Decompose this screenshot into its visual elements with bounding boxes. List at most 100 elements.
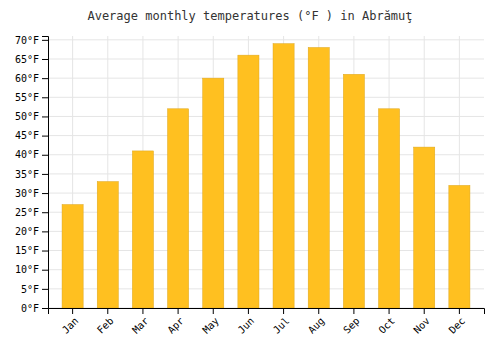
x-tick-label: Aug — [306, 315, 327, 336]
y-tick-label: 15°F — [15, 245, 39, 256]
y-tick-label: 50°F — [15, 111, 39, 122]
x-tick-mark — [283, 308, 284, 314]
x-tick-label: May — [200, 315, 221, 336]
chart: Average monthly temperatures (°F ) in Ab… — [0, 0, 500, 350]
bar — [308, 47, 329, 308]
y-tick: 20°F — [15, 226, 48, 237]
x-axis-line — [49, 309, 485, 315]
x-tick-mark — [424, 308, 425, 314]
y-tick-mark — [42, 212, 48, 213]
x-tick-label: Dec — [447, 315, 468, 336]
y-tick-label: 10°F — [15, 264, 39, 275]
y-tick: 40°F — [15, 149, 48, 160]
y-tick: 65°F — [15, 54, 48, 65]
x-tick-label: Apr — [165, 315, 186, 336]
x-tick: May — [200, 308, 221, 336]
y-tick-mark — [42, 97, 48, 98]
y-tick-mark — [42, 40, 48, 41]
y-tick: 45°F — [15, 130, 48, 141]
y-tick-label: 55°F — [15, 92, 39, 103]
x-tick: Dec — [447, 308, 468, 336]
x-tick-mark — [72, 308, 73, 314]
y-tick-mark — [42, 193, 48, 194]
y-tick: 50°F — [15, 111, 48, 122]
x-tick: Oct — [376, 308, 397, 336]
x-tick: Apr — [165, 308, 186, 336]
y-tick-mark — [42, 308, 48, 309]
y-tick: 0°F — [21, 303, 48, 314]
y-tick-mark — [42, 251, 48, 252]
x-tick-label: Oct — [376, 315, 397, 336]
y-tick-mark — [42, 231, 48, 232]
y-tick-label: 25°F — [15, 207, 39, 218]
y-grid-line — [48, 58, 484, 59]
x-tick-mark — [213, 308, 214, 314]
x-tick: Aug — [306, 308, 327, 336]
y-tick-mark — [42, 116, 48, 117]
y-tick: 15°F — [15, 245, 48, 256]
bar — [132, 151, 153, 308]
y-tick: 10°F — [15, 264, 48, 275]
x-tick-label: Feb — [95, 315, 116, 336]
title: Average monthly temperatures (°F ) in Ab… — [87, 9, 412, 23]
y-tick-label: 70°F — [15, 35, 39, 46]
x-tick-mark — [178, 308, 179, 314]
x-tick-mark — [248, 308, 249, 314]
bars — [62, 44, 470, 308]
bar — [273, 44, 294, 308]
bar — [414, 147, 435, 308]
x-tick-label: Nov — [411, 315, 432, 336]
bar — [343, 74, 364, 308]
x-tick: Jan — [60, 308, 81, 336]
plot: 0°F 5°F 10°F 15°F 20°F 25°F 30°F 35°F 40°F 45°F 50… — [15, 35, 485, 336]
y-tick: 60°F — [15, 73, 48, 84]
bar — [238, 55, 259, 308]
x-axis: Jan Feb Mar Apr May Jun Jul Aug Sep Oct Nov Dec — [49, 308, 485, 336]
y-tick-label: 60°F — [15, 73, 39, 84]
y-tick: 30°F — [15, 188, 48, 199]
y-tick-label: 65°F — [15, 54, 39, 65]
bar — [449, 185, 470, 308]
y-tick: 35°F — [15, 169, 48, 180]
x-tick-mark — [459, 308, 460, 314]
y-tick-label: 5°F — [21, 284, 39, 295]
y-grid-line — [48, 135, 484, 136]
bar — [203, 78, 224, 308]
y-tick-label: 45°F — [15, 130, 39, 141]
y-tick-label: 0°F — [21, 303, 39, 314]
y-tick-mark — [42, 136, 48, 137]
x-tick-mark — [318, 308, 319, 314]
x-tick: Feb — [95, 308, 116, 336]
x-tick: Jun — [236, 308, 257, 336]
y-tick: 5°F — [21, 284, 48, 295]
bar — [62, 205, 83, 308]
x-tick-label: Jul — [271, 315, 292, 336]
y-axis-line — [42, 37, 49, 309]
y-grid-line — [48, 78, 484, 79]
x-tick: Sep — [341, 308, 362, 336]
y-tick-mark — [42, 59, 48, 60]
y-tick-mark — [42, 289, 48, 290]
y-tick-mark — [42, 78, 48, 79]
x-tick: Mar — [130, 308, 151, 336]
x-tick-label: Jan — [60, 315, 81, 336]
y-tick-mark — [42, 155, 48, 156]
y-tick: 70°F — [15, 35, 48, 46]
bar — [379, 109, 400, 308]
y-tick-mark — [42, 174, 48, 175]
x-tick-label: Sep — [341, 315, 362, 336]
x-tick-label: Mar — [130, 315, 151, 336]
x-tick-mark — [389, 308, 390, 314]
y-grid-line — [48, 39, 484, 40]
y-axis: 0°F 5°F 10°F 15°F 20°F 25°F 30°F 35°F 40°F 45°F 50… — [15, 35, 49, 314]
x-tick-mark — [142, 308, 143, 314]
x-tick-mark — [353, 308, 354, 314]
y-tick-label: 40°F — [15, 149, 39, 160]
bar — [168, 109, 189, 308]
y-tick-label: 30°F — [15, 188, 39, 199]
x-tick-mark — [107, 308, 108, 314]
y-tick-label: 20°F — [15, 226, 39, 237]
x-tick: Jul — [271, 308, 292, 336]
y-grid-line — [48, 116, 484, 117]
bar — [97, 182, 118, 308]
